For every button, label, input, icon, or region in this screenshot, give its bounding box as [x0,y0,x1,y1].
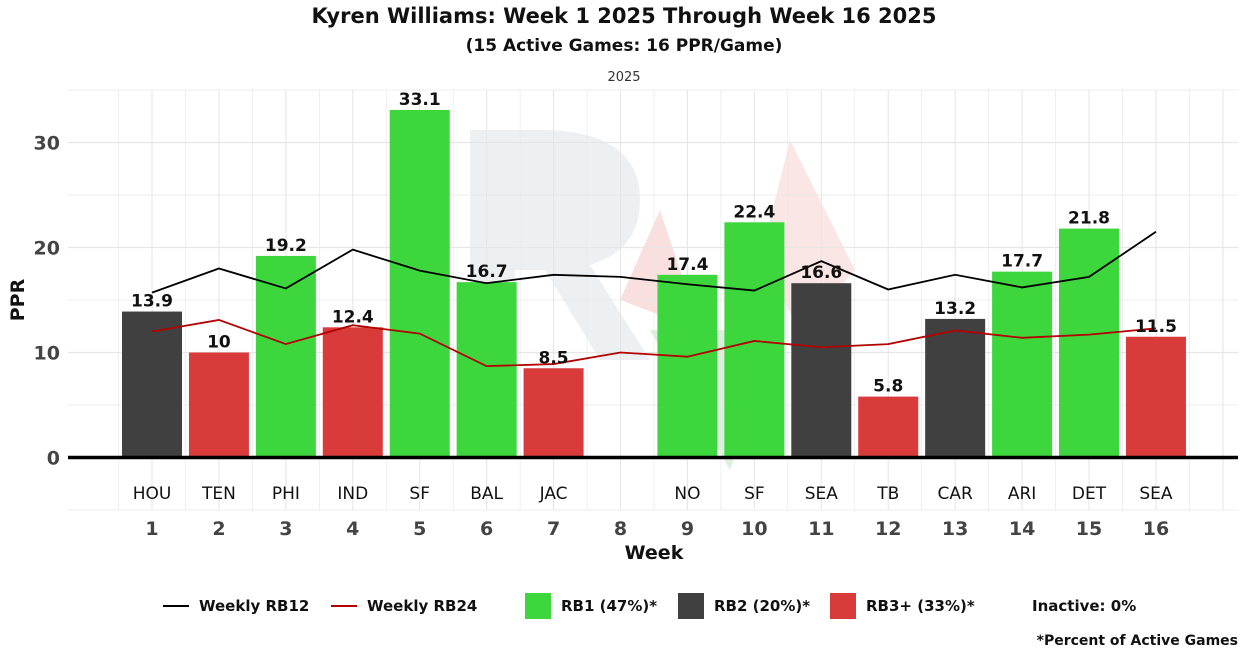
opponent-label: SF [409,484,430,504]
legend-rb2-swatch [678,593,704,619]
y-tick-label: 30 [34,133,60,155]
x-tick-label: 5 [413,518,426,540]
opponent-label: ARI [1008,484,1036,504]
bar-value-label: 13.9 [131,292,173,312]
bar-week-3 [255,255,316,458]
x-tick-label: 10 [741,518,767,540]
x-tick-label: 3 [279,518,292,540]
chart-legend: Weekly RB12 Weekly RB24 RB1 (47%)* RB2 (… [0,593,1248,619]
x-tick-label: 13 [942,518,968,540]
bar-value-label: 33.1 [399,90,441,110]
opponent-label: TB [876,484,899,504]
x-tick-label: 1 [145,518,158,540]
bar-week-15 [1059,228,1120,458]
bar-value-label: 13.2 [934,299,976,319]
bar-week-13 [925,318,986,458]
bar-value-label: 12.4 [332,307,374,327]
x-tick-label: 14 [1009,518,1035,540]
bar-value-label: 10 [207,333,231,353]
legend-rb24: Weekly RB24 [331,594,477,618]
bar-week-14 [992,271,1053,458]
y-tick-label: 0 [47,448,60,470]
x-tick-label: 8 [614,518,627,540]
legend-rb2: RB2 (20%)* [678,593,811,619]
x-tick-label: 16 [1143,518,1169,540]
bar-week-16 [1125,336,1186,458]
x-tick-label: 2 [212,518,225,540]
opponent-label: IND [337,484,368,504]
legend-rb24-label: Weekly RB24 [367,597,478,615]
bar-week-12 [858,396,919,458]
chart-title: Kyren Williams: Week 1 2025 Through Week… [311,4,937,28]
y-tick-label: 20 [34,238,60,260]
x-tick-label: 11 [808,518,834,540]
x-tick-label: 4 [346,518,359,540]
bar-week-1 [122,311,182,458]
legend-inactive: Inactive: 0% [1032,594,1136,618]
x-tick-label: 9 [681,518,694,540]
legend-rb12-swatch [163,605,189,607]
bar-week-5 [389,109,450,458]
legend-rb3-label: RB3+ (33%)* [866,597,975,615]
opponent-label: SF [744,484,765,504]
legend-rb24-swatch [331,605,357,607]
bar-week-10 [724,222,785,458]
opponent-label: DET [1072,484,1107,504]
bar-value-label: 22.4 [733,202,775,222]
opponent-label: CAR [938,484,973,504]
bar-week-2 [188,352,249,458]
x-axis-title: Week [625,542,684,564]
bar-value-label: 8.5 [539,348,569,368]
bar-value-label: 5.8 [873,377,903,397]
bar-value-label: 17.7 [1001,252,1043,272]
opponent-label: SEA [805,484,839,504]
x-tick-label: 12 [875,518,901,540]
bar-week-7 [523,368,584,458]
bar-week-9 [657,274,718,458]
bar-value-label: 21.8 [1068,209,1110,229]
bar-week-4 [322,327,383,458]
x-tick-label: 7 [547,518,560,540]
legend-rb1-label: RB1 (47%)* [561,597,658,615]
y-axis-title: PPR [7,278,29,321]
bar-week-11 [791,283,852,458]
legend-rb12: Weekly RB12 [163,594,309,618]
chart-subtitle: (15 Active Games: 16 PPR/Game) [465,36,783,56]
bar-value-label: 11.5 [1135,317,1177,337]
opponent-label: PHI [272,484,300,504]
series-line-rb24 [151,319,1157,368]
x-tick-label: 15 [1076,518,1102,540]
legend-rb1: RB1 (47%)* [525,593,658,619]
bar-value-label: 17.4 [666,255,708,275]
y-tick-label: 10 [34,343,60,365]
bar-value-label: 16.6 [800,263,842,283]
legend-rb2-label: RB2 (20%)* [714,597,811,615]
legend-inactive-label: Inactive: 0% [1032,597,1137,615]
legend-rb12-label: Weekly RB12 [199,597,310,615]
legend-rb3: RB3+ (33%)* [830,593,975,619]
opponent-label: NO [674,484,700,504]
legend-rb3-swatch [830,593,856,619]
opponent-label: TEN [201,484,236,504]
bar-value-label: 16.7 [466,262,508,282]
opponent-label: SEA [1139,484,1173,504]
footnote: *Percent of Active Games [1036,633,1238,649]
x-tick-label: 6 [480,518,493,540]
series-line-rb12 [151,231,1157,294]
opponent-label: BAL [470,484,503,504]
facet-label: 2025 [607,70,641,85]
bar-value-label: 19.2 [265,236,307,256]
opponent-label: HOU [133,484,172,504]
opponent-label: JAC [539,484,568,504]
bar-week-6 [456,282,517,458]
legend-rb1-swatch [525,593,551,619]
